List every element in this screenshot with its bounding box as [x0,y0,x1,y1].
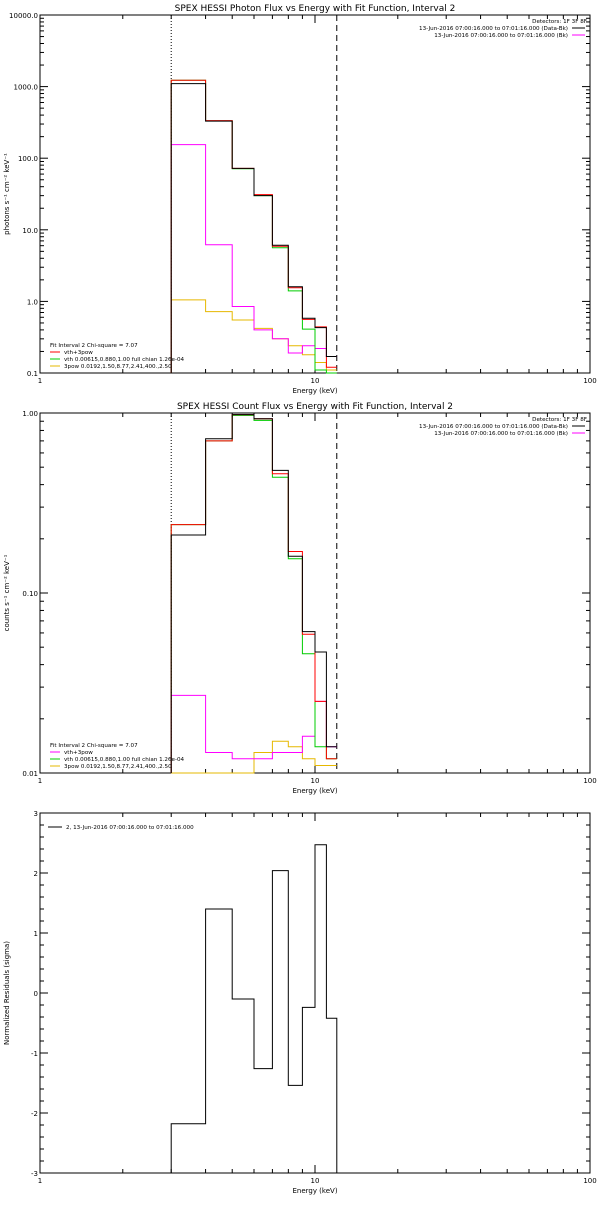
y-tick-label: 0 [34,990,38,998]
y-tick-label: 100.0 [18,155,38,163]
x-tick-label: 10 [311,377,320,385]
series-pow-histogram [171,740,337,774]
legend-entry: 3pow 0.0192,1.50,8.77,2.41,400.,2.50 [64,764,172,770]
y-tick-label: 1.0 [27,298,38,306]
y-tick-label: -1 [31,1050,38,1058]
y-tick-label: 0.1 [27,370,38,378]
info-line: 13-Jun-2016 07:00:16.000 to 07:01:16.000… [434,33,568,39]
x-axis-label: Energy (keV) [292,1187,337,1195]
y-tick-label: 10000.0 [9,12,38,20]
chart-title: SPEX HESSI Count Flux vs Energy with Fit… [177,402,453,412]
info-line: 13-Jun-2016 07:00:16.000 to 07:01:16.000… [419,26,568,32]
legend-entry: vth 0.00615,0.880,1.00 full chian 1.26e-… [64,757,185,763]
y-tick-label: 0.10 [22,590,38,598]
x-tick-label: 1 [38,777,42,785]
y-tick-label: 1000.0 [14,84,39,92]
legend-entry: vth+3pow [64,750,93,756]
y-tick-label: 0.01 [22,770,38,778]
chart-title: SPEX HESSI Photon Flux vs Energy with Fi… [175,4,456,14]
y-axis-label: photons s⁻¹ cm⁻² keV⁻¹ [3,153,11,235]
x-tick-label: 100 [583,777,596,785]
chart-panel-2: SPEX HESSI Count Flux vs Energy with Fit… [3,402,597,795]
series-model-histogram [170,414,337,773]
legend-entry: vth 0.00615,0.880,1.00 full chian 1.26e-… [64,357,185,363]
legend-title: Fit Interval 2 Chi-square = 7.07 [50,743,138,749]
chart-panel-1: SPEX HESSI Photon Flux vs Energy with Fi… [3,4,597,395]
x-tick-label: 10 [311,1177,320,1185]
y-tick-label: 1.00 [22,410,38,418]
x-axis-label: Energy (keV) [292,787,337,795]
legend-entry: 2, 13-Jun-2016 07:00:16.000 to 07:01:16.… [66,825,194,831]
legend-entry: 3pow 0.0192,1.50,8.77,2.41,400.,2.50 [64,364,172,370]
legend-title: Fit Interval 2 Chi-square = 7.07 [50,343,138,349]
series-vth-histogram [170,414,337,773]
y-tick-label: 10.0 [22,227,38,235]
y-tick-label: -3 [31,1170,38,1178]
series-data-histogram [170,844,338,1173]
x-tick-label: 100 [583,1177,596,1185]
y-axis-label: counts s⁻¹ cm⁻² keV⁻¹ [3,554,11,631]
y-axis-label: Normalized Residuals (sigma) [3,941,11,1045]
y-tick-label: 2 [34,870,38,878]
series-data-histogram [170,83,337,373]
x-axis-label: Energy (keV) [292,387,337,395]
y-tick-label: -2 [31,1110,38,1118]
info-line: Detectors: 1F 3F 8F [532,19,587,25]
x-tick-label: 1 [38,1177,42,1185]
x-tick-label: 1 [38,377,42,385]
y-tick-label: 3 [34,810,38,818]
x-tick-label: 100 [583,377,596,385]
info-line: 13-Jun-2016 07:00:16.000 to 07:01:16.000… [434,431,568,437]
legend-entry: vth+3pow [64,350,93,356]
y-tick-label: 1 [34,930,38,938]
series-data-histogram [170,414,337,773]
chart-panel-3: Energy (keV) Normalized Residuals (sigma)… [3,810,597,1195]
info-line: Detectors: 1F 3F 8F [532,417,587,423]
x-tick-label: 10 [311,777,320,785]
info-line: 13-Jun-2016 07:00:16.000 to 07:01:16.000… [419,424,568,430]
